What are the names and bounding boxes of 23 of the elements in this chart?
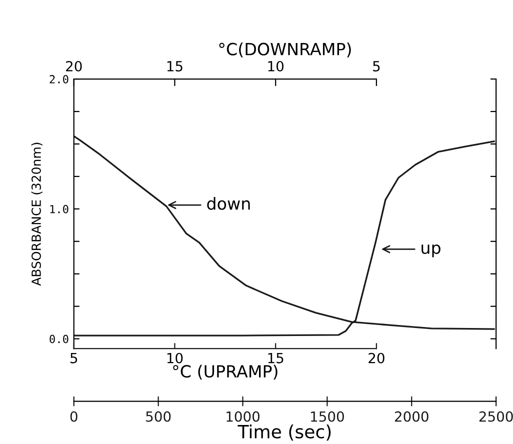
x-tick-label: 2000 (394, 411, 428, 422)
x-tick-label: 1000 (226, 411, 260, 422)
text: °C (UPRAMP) (173, 364, 278, 380)
annotation: up (422, 244, 440, 258)
y-tick-label: 1.0 (50, 204, 68, 214)
x2-tick-label: 15 (167, 61, 182, 72)
annotation: down (207, 196, 250, 210)
text: 20 (368, 352, 384, 364)
text: 5 (70, 353, 78, 364)
text: 15 (268, 353, 284, 364)
x2-tick-label: 10 (268, 60, 284, 72)
text: 10 (167, 352, 183, 364)
x2-tick-label: 20 (66, 60, 82, 72)
x-tick-label: 2500 (479, 411, 513, 422)
x-tick-label: 500 (146, 411, 171, 422)
y-axis-title: ABSORBANCE (320nm) (31, 142, 42, 286)
x-tick-label: 0 (70, 411, 78, 422)
x-axis-title: Time (sec) (238, 424, 331, 441)
y-tick-label: 0.0 (50, 334, 68, 344)
x2-tick-label: 5 (373, 61, 380, 72)
y-tick-label: 2.0 (50, 75, 68, 84)
x2-axis-title: °C(DOWNRAMP) (219, 42, 351, 58)
x-tick-label: 1500 (311, 411, 344, 422)
